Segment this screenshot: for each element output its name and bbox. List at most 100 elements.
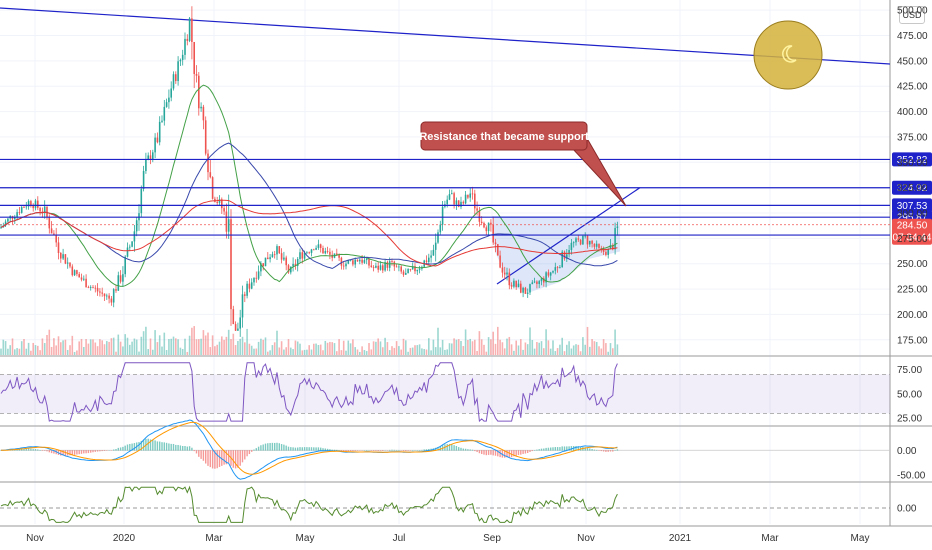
candle-body: [612, 245, 614, 250]
candle-body: [198, 75, 200, 109]
volume-bar: [34, 345, 37, 355]
volume-bar: [319, 344, 322, 355]
volume-bar: [260, 338, 262, 355]
volume-bar: [25, 348, 28, 355]
macd-histogram-bar: [322, 448, 324, 451]
price-tick-label: 375.00: [897, 132, 928, 143]
volume-bar: [191, 327, 193, 355]
macd-histogram-bar: [494, 450, 497, 456]
macd-histogram-bar: [455, 445, 458, 451]
candle-body: [96, 287, 99, 292]
annotation-callout[interactable]: Resistance that became support: [419, 121, 627, 207]
macd-histogram-bar: [184, 445, 186, 451]
macd-histogram-bar: [271, 442, 274, 451]
volume-bar: [133, 338, 136, 355]
volume-bar: [501, 342, 504, 355]
volume-bar: [294, 340, 297, 355]
rising-trendline: [496, 187, 641, 285]
volume-bar: [354, 347, 356, 355]
macd-histogram-bar: [331, 449, 333, 451]
candle-body: [591, 240, 593, 244]
currency-label[interactable]: USD: [899, 6, 925, 24]
candle-body: [239, 317, 241, 329]
volume-bar: [46, 334, 48, 355]
volume-bar: [407, 351, 409, 355]
candle-body: [600, 247, 603, 250]
macd-histogram-bar: [497, 450, 499, 457]
macd-histogram-bar: [140, 440, 142, 451]
macd-histogram-bar: [76, 450, 78, 455]
volume-bar: [255, 348, 258, 355]
candle-body: [273, 254, 276, 256]
macd-histogram-bar: [589, 448, 591, 451]
volume-bar: [87, 343, 90, 355]
candle-body: [434, 242, 437, 250]
candle-body: [14, 217, 16, 220]
candle-body: [218, 199, 221, 203]
volume-bar: [524, 342, 527, 355]
candle-body: [262, 263, 264, 267]
macd-histogram-bar: [478, 450, 481, 454]
volume-bar: [78, 341, 80, 355]
macd-histogram-bar: [547, 447, 550, 451]
volume-bar: [301, 350, 304, 355]
candle-body: [513, 280, 515, 287]
candle-body: [347, 260, 350, 264]
volume-bar: [377, 338, 379, 355]
macd-histogram-bar: [522, 450, 524, 454]
candle-body: [582, 235, 584, 245]
macd-histogram-bar: [94, 450, 96, 452]
x-tick-label: Mar: [205, 533, 223, 544]
macd-histogram-bar: [191, 447, 193, 451]
volume-bar: [398, 346, 400, 355]
volume-bar: [474, 339, 476, 355]
volume-bar: [202, 330, 205, 355]
sun-disc: [753, 20, 823, 90]
macd-histogram-bar: [237, 450, 239, 468]
candle-body: [78, 274, 80, 278]
volume-bar: [147, 349, 149, 355]
candle-body: [69, 262, 71, 267]
volume-bar: [554, 351, 557, 355]
price-level-value: 324.92: [897, 183, 928, 194]
candle-body: [285, 257, 287, 266]
macd-histogram-bar: [395, 449, 398, 451]
volume-bar: [267, 351, 269, 355]
candle-body: [32, 205, 34, 209]
macd-histogram-bar: [188, 446, 191, 451]
volume-bar: [71, 335, 74, 355]
volume-bar: [556, 348, 559, 355]
volume-bar: [200, 338, 202, 355]
macd-histogram-bar: [251, 450, 253, 452]
candle-body: [414, 266, 416, 272]
candle-body: [609, 245, 612, 250]
macd-histogram-bar: [283, 444, 285, 451]
price-levels: 352.82324.92307.53295.87278.26284.5007:3…: [0, 152, 932, 245]
volume-bar: [478, 331, 481, 355]
volume-bar: [149, 338, 152, 355]
candle-body: [232, 309, 235, 325]
candle-body: [87, 287, 90, 289]
candle-body: [409, 269, 412, 270]
candle-body: [108, 295, 110, 299]
sun-icon[interactable]: [753, 20, 823, 90]
macd-histogram-bar: [113, 449, 115, 451]
candle-body: [480, 221, 483, 223]
candle-body: [313, 249, 315, 251]
macd-histogram-bar: [262, 444, 264, 451]
moving-average-long: [0, 199, 618, 267]
candle-body: [561, 251, 563, 268]
candle-body: [616, 226, 619, 229]
volume-bar: [598, 346, 600, 355]
macd-histogram-bar: [313, 447, 315, 451]
volume-bar: [250, 345, 253, 355]
macd-histogram-bar: [101, 450, 103, 452]
candle-body: [336, 253, 338, 255]
candle-body: [73, 270, 76, 276]
volume-bar: [101, 340, 103, 355]
volume-bar: [464, 329, 467, 355]
volume-bar: [347, 340, 350, 355]
volume-bar: [161, 346, 163, 355]
macd-histogram-bar: [377, 450, 379, 452]
